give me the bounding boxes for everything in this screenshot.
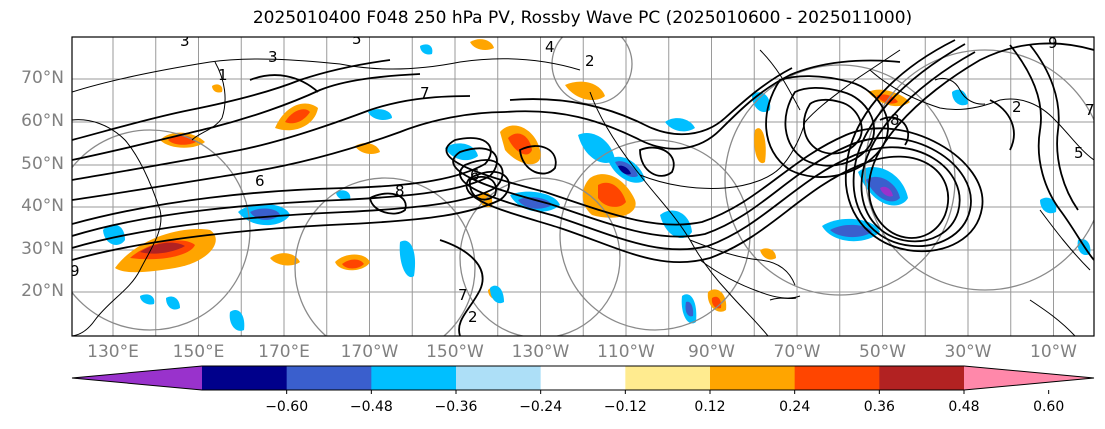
longitude-label: 170°E [258,342,310,362]
positive-anomaly [754,128,766,164]
colorbar-segment [286,366,372,390]
contour-label: 9 [1048,34,1058,52]
negative-anomaly [490,285,504,304]
contour-label: 7 [1085,101,1095,119]
contour-label: 3 [180,32,190,50]
colorbar-segment [540,366,626,390]
positive-anomaly [140,242,185,254]
negative-anomaly [368,109,392,120]
coastlines [72,49,1094,336]
positive-anomaly [470,39,494,50]
longitude-label: 150°E [172,342,225,362]
contour-label: 2 [468,308,478,326]
positive-anomaly [285,109,310,124]
positive-anomaly [212,84,223,93]
pv-anomaly-shading [103,39,1091,331]
positive-anomaly [760,248,776,260]
positive-anomaly [565,81,605,101]
contour-label: 1 [218,66,228,84]
contour-label: 4 [545,38,555,56]
contour-label: 2 [585,52,595,70]
colorbar-tick-label: −0.36 [434,399,478,415]
longitude-label: 130°E [87,342,139,362]
map-frame [71,36,1095,337]
negative-anomaly [665,118,695,132]
colorbar [71,365,1095,394]
positive-anomaly [508,133,532,155]
latitude-label: 40°N [21,196,64,216]
contour-label: 5 [1074,144,1084,162]
colorbar-tick-label: 0.12 [694,399,726,415]
colorbar-segment [879,366,965,390]
positive-anomaly [598,182,626,207]
contour-label: 6 [470,166,480,184]
latitude-label: 30°N [21,239,64,259]
negative-anomaly [336,190,351,201]
contour-label: 6 [255,172,265,190]
latitude-label: 50°N [21,154,64,174]
colorbar-outline [71,365,1095,391]
longitude-label: 150°W [426,342,484,362]
negative-anomaly [399,240,416,278]
positive-anomaly [876,94,898,104]
contour-label: 2 [1012,98,1022,116]
colorbar-tick-label: −0.12 [603,399,647,415]
negative-anomaly [830,224,872,238]
negative-anomaly [518,197,552,209]
colorbar-tick-label: −0.60 [265,399,309,415]
negative-anomaly [103,224,125,245]
contour-label: 5 [352,30,362,48]
negative-anomaly [952,89,968,106]
colorbar-segment [371,366,457,390]
contour-label: 8 [890,111,900,129]
longitude-label: 90°W [688,342,735,362]
longitude-label: 170°W [340,342,399,362]
negative-anomaly [578,132,615,163]
contour-label: 8 [395,182,405,200]
contour-label: 3 [268,48,278,66]
positive-anomaly [355,143,380,154]
colorbar-extend-low [72,366,202,390]
colorbar-segment [456,366,542,390]
latitude-label: 70°N [21,68,64,88]
pv-contours [72,39,1094,336]
colorbar-tick-label: −0.48 [349,399,393,415]
wave-packet-circles [72,37,1094,336]
negative-anomaly [1040,197,1057,214]
map-title: 2025010400 F048 250 hPa PV, Rossby Wave … [252,8,913,28]
negative-anomaly [166,296,180,310]
negative-anomaly [685,301,694,317]
contour-label: 7 [420,84,430,102]
positive-anomaly [270,253,300,266]
latitude-label: 60°N [21,111,64,131]
longitude-label: 70°W [773,342,821,362]
contour-label: 7 [458,286,468,304]
colorbar-tick-label: 0.36 [863,399,895,415]
colorbar-segment [794,366,880,390]
negative-anomaly [880,186,893,197]
colorbar-extend-high [964,366,1094,390]
longitude-label: 50°W [859,342,906,362]
positive-anomaly [342,259,364,269]
negative-anomaly [229,310,245,331]
latitude-label: 20°N [21,281,64,301]
colorbar-tick-label: 0.24 [779,399,811,415]
longitude-label: 10°W [1030,342,1077,362]
contour-label: 9 [70,262,80,280]
negative-anomaly [420,44,433,55]
colorbar-tick-label: −0.24 [519,399,563,415]
longitude-label: 130°W [511,342,570,362]
negative-anomaly [618,165,631,175]
negative-anomaly [140,294,155,305]
colorbar-tick-label: 0.60 [1033,399,1065,415]
longitude-label: 110°W [597,342,655,362]
longitude-label: 30°W [944,342,992,362]
colorbar-tick-label: 0.48 [948,399,980,415]
colorbar-segment [710,366,796,390]
colorbar-segment [625,366,711,390]
colorbar-segment [202,366,288,390]
